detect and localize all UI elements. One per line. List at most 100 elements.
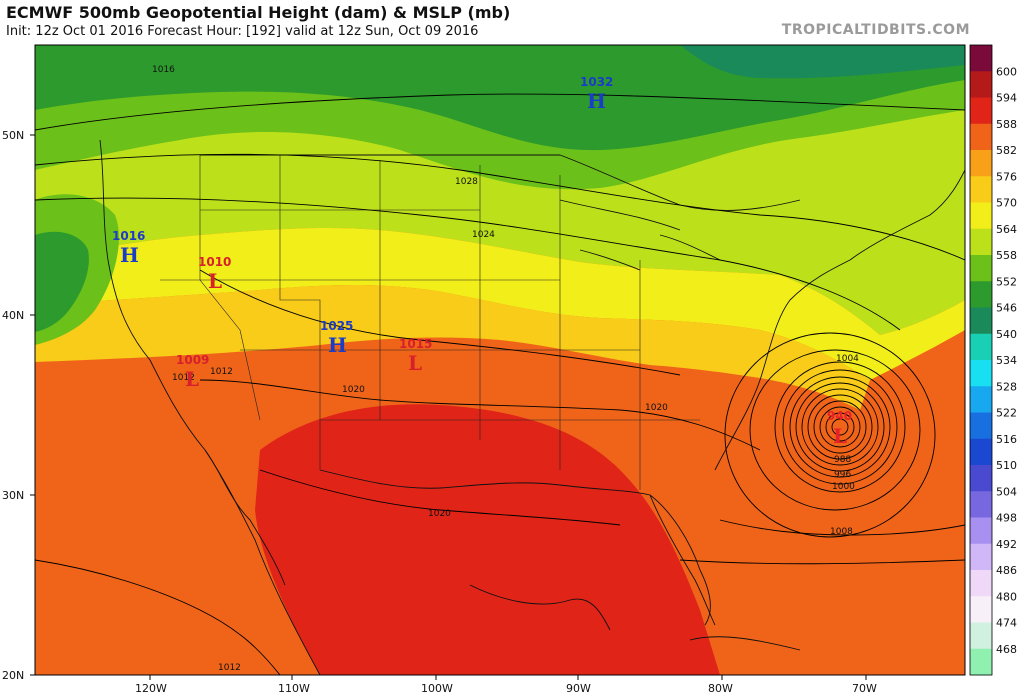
colorbar-swatch [970,333,992,361]
colorbar-swatch [970,97,992,125]
center-value: 1016 [112,229,145,243]
colorbar-label: 522 [996,407,1017,420]
colorbar-swatch [970,281,992,308]
colorbar-label: 546 [996,302,1017,315]
lat-labels: 50N 40N 30N 20N [2,129,24,682]
colorbar-swatch [970,45,992,72]
isobar-label: 1020 [428,509,451,519]
mexico-yucatan [469,584,611,631]
low-center: 1010 L [198,255,231,293]
isobar-label: 1008 [830,527,853,537]
center-value: 940 [827,409,852,423]
center-value: 1025 [320,319,353,333]
west-coast [99,139,321,675]
center-symbol: L [408,351,422,375]
colorbar-label: 474 [996,617,1017,630]
colorbar-swatch [970,570,992,597]
center-symbol: H [587,89,606,113]
colorbar-label: 468 [996,643,1017,656]
colorbar-label: 498 [996,512,1017,525]
pressure-centers: 1032 H 1016 H 1010 L 1009 L 1025 H 1015 … [112,75,852,448]
isobar-label: 996 [834,470,851,480]
isobar-label: 1012 [172,373,195,383]
colorbar-label: 528 [996,380,1017,393]
high-center: 1025 H [320,319,353,357]
isobar-label: 1020 [342,385,365,395]
colorbar-swatch [970,202,992,230]
colorbar-swatch [970,176,992,203]
band-west-dkgreen [35,231,89,332]
colorbar-label: 594 [996,92,1017,105]
colorbar-label: 492 [996,538,1017,551]
isobar-label: 1028 [455,177,478,187]
colorbar-swatch [970,596,992,623]
center-value: 1009 [176,353,209,367]
coastlines [99,139,965,675]
colorbar-label: 582 [996,144,1017,157]
lon-label: 120W [135,682,167,695]
height-fill [35,45,965,675]
colorbar-swatch [970,228,992,256]
center-symbol: L [833,424,847,448]
lon-label: 80W [708,682,733,695]
center-symbol: L [185,367,199,391]
low-center: 1009 L [176,353,209,391]
colorbar-label: 576 [996,170,1017,183]
map-frame [34,44,966,676]
map-subtitle: Init: 12z Oct 01 2016 Forecast Hour: [19… [6,24,479,39]
band-570 [35,228,965,380]
isobar-label: 1012 [218,663,241,673]
colorbar-swatch [970,386,992,413]
map-title: ECMWF 500mb Geopotential Height (dam) & … [6,3,511,22]
isobar-label: 988 [834,455,851,465]
colorbar-swatch [970,543,992,571]
baja [204,449,286,586]
colorbar-swatch [970,360,992,387]
band-576 [35,285,870,410]
lon-labels: 120W 110W 100W 90W 80W 70W [135,682,877,695]
lat-label: 50N [2,129,24,142]
colorbar-label: 504 [996,485,1017,498]
gulf-coast [319,469,711,626]
colorbar-swatch [970,622,992,650]
isobar-label: 1004 [836,354,859,364]
isobar-label: 1024 [472,230,495,240]
colorbar-swatch [970,517,992,545]
band-588 [255,404,720,675]
state-borders [160,155,700,490]
hurricane-isobars [724,332,936,538]
colorbar-label: 480 [996,590,1017,603]
isobar-label: 1000 [832,482,855,492]
colorbar-swatch [970,491,992,518]
center-value: 1032 [580,75,613,89]
center-symbol: L [208,269,222,293]
axis-ticks [30,134,867,680]
center-value: 1010 [198,255,231,269]
lon-label: 110W [278,682,310,695]
lat-label: 20N [2,669,24,682]
isobar-label: 1012 [210,367,233,377]
colorbar-label: 540 [996,328,1017,341]
colorbar-swatch [970,412,992,440]
lon-label: 70W [852,682,877,695]
colorbar-swatch [970,307,992,335]
colorbar-label: 486 [996,564,1017,577]
colorbar-label: 600 [996,65,1017,78]
colorbar-swatch [970,123,992,151]
colorbar-label: 570 [996,197,1017,210]
colorbar-swatch [970,465,992,492]
high-center: 1032 H [580,75,613,113]
cuba [689,636,801,651]
lon-label: 100W [421,682,453,695]
low-center: 1015 L [399,337,432,375]
isobar-label: 1016 [152,65,175,75]
high-center: 1016 H [112,229,145,267]
florida [649,494,716,626]
colorbar-swatch [970,648,992,676]
site-watermark: TROPICALTIDBITS.COM [781,22,970,38]
colorbar-swatch [970,438,992,466]
colorbar-swatch [970,71,992,98]
colorbar-label: 516 [996,433,1017,446]
colorbar-label: 564 [996,223,1017,236]
